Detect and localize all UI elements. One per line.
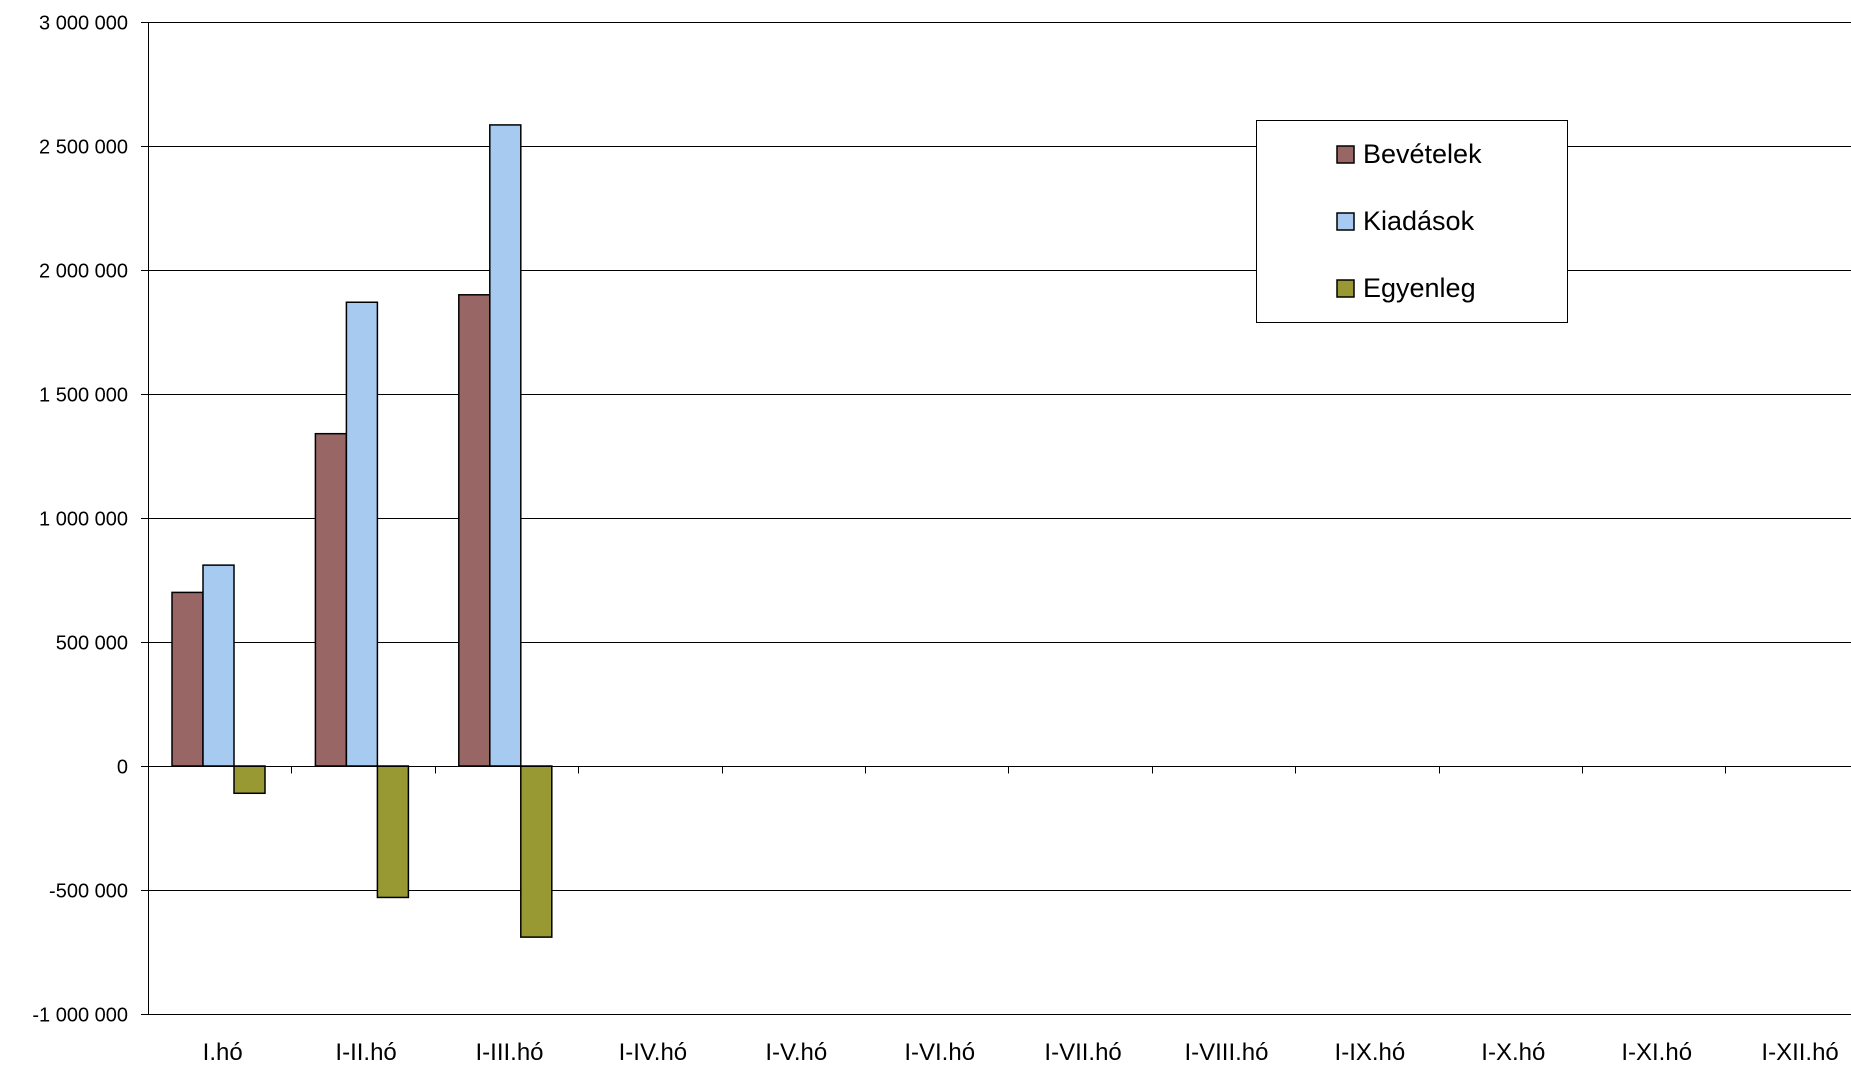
bar bbox=[314, 432, 348, 767]
x-tick-label: I-VIII.hó bbox=[1184, 1039, 1268, 1066]
x-tick-label: I-II.hó bbox=[335, 1039, 396, 1066]
legend-box bbox=[1256, 120, 1568, 323]
x-tick-label: I-XII.hó bbox=[1761, 1039, 1838, 1066]
bar bbox=[458, 294, 491, 767]
bar bbox=[345, 301, 379, 767]
y-tick-label: -500 000 bbox=[49, 881, 128, 903]
bar bbox=[202, 564, 235, 767]
y-tick-label: 0 bbox=[117, 757, 128, 779]
y-tick-label: 500 000 bbox=[56, 633, 128, 655]
x-tick-label: I-III.hó bbox=[475, 1039, 543, 1066]
x-tick-label: I.hó bbox=[203, 1039, 243, 1066]
legend: Bevételek Kiadások Egyenleg bbox=[1256, 120, 1568, 323]
legend-label: Kiadások bbox=[1363, 206, 1475, 236]
y-tick-label: -1 000 000 bbox=[32, 1005, 128, 1027]
x-tick-label: I-XI.hó bbox=[1621, 1039, 1692, 1066]
legend-swatch bbox=[1336, 145, 1355, 164]
y-tick-label: 2 000 000 bbox=[39, 261, 128, 283]
x-tick-label: I-X.hó bbox=[1481, 1039, 1545, 1066]
y-tick-label: 1 500 000 bbox=[39, 385, 128, 407]
x-tick-label: I-VII.hó bbox=[1044, 1039, 1121, 1066]
bars bbox=[171, 124, 553, 938]
legend-label: Egyenleg bbox=[1363, 273, 1476, 303]
bar bbox=[171, 591, 204, 767]
x-tick-label: I-VI.hó bbox=[904, 1039, 975, 1066]
gridlines bbox=[148, 22, 1851, 1015]
bar bbox=[489, 124, 522, 767]
bar bbox=[520, 765, 553, 938]
y-tick-label: 1 000 000 bbox=[39, 509, 128, 531]
bar bbox=[376, 765, 410, 899]
y-tick-label: 3 000 000 bbox=[39, 13, 128, 35]
y-tick-label: 2 500 000 bbox=[39, 137, 128, 159]
legend-swatch bbox=[1336, 212, 1355, 231]
x-tick-label: I-IV.hó bbox=[619, 1039, 688, 1066]
legend-label: Bevételek bbox=[1363, 139, 1482, 169]
bar bbox=[233, 765, 266, 795]
legend-swatch bbox=[1336, 279, 1355, 298]
x-tick-label: I-IX.hó bbox=[1335, 1039, 1406, 1066]
axes: 3 000 000 2 500 000 2 000 000 1 500 000 1 00… bbox=[32, 13, 1851, 1066]
x-tick-label: I-V.hó bbox=[765, 1039, 827, 1066]
